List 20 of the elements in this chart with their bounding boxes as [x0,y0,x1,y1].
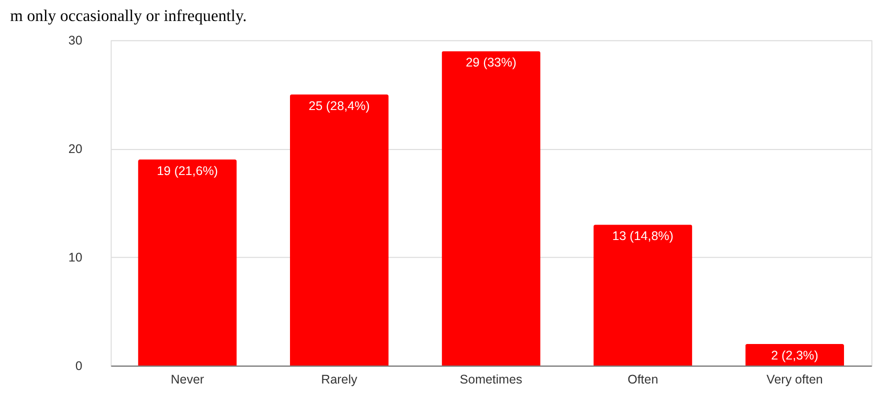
bar [745,344,844,366]
y-tick-label: 30 [68,34,82,48]
x-tick-label: Sometimes [460,372,522,386]
x-tick-label: Never [170,372,204,386]
x-tick-label: Very often [766,372,823,386]
x-tick-label: Rarely [321,372,358,386]
data-label: 2 (2,3%) [771,348,818,362]
text: m only occasionally or infrequently. [10,6,247,25]
y-tick-label: 20 [68,142,82,156]
x-tick-label: Often [628,372,658,386]
data-label: 25 (28,4%) [308,98,370,113]
y-tick-label: 10 [68,250,82,265]
bar [594,224,692,366]
bar [138,160,237,366]
y-tick-label: 0 [75,358,82,373]
data-label: 19 (21,6%) [156,164,218,178]
bar [442,51,540,366]
bar [290,94,389,366]
data-label: 13 (14,8%) [612,229,674,244]
data-label: 29 (33%) [466,55,516,70]
